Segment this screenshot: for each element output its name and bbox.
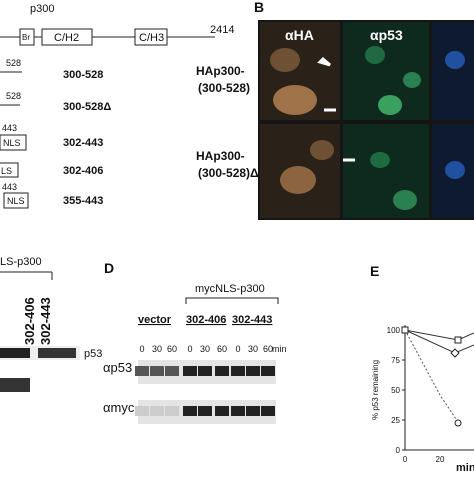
row-label: HAp300- bbox=[196, 64, 245, 78]
panel-letter: B bbox=[254, 0, 264, 15]
construct-label: 355-443 bbox=[63, 195, 103, 207]
time-label: 0 bbox=[139, 344, 144, 354]
protein-name: p300 bbox=[30, 3, 54, 15]
lane-label: vector bbox=[138, 314, 172, 326]
panel-c: LS-p300 302-406 302-443 p53 bbox=[0, 256, 102, 392]
time-label: 30 bbox=[248, 344, 258, 354]
band bbox=[261, 366, 275, 376]
band bbox=[246, 366, 260, 376]
band bbox=[165, 406, 179, 416]
band bbox=[215, 366, 229, 376]
nls-box: NLS bbox=[3, 138, 21, 148]
panel-letter: D bbox=[104, 260, 114, 276]
x-axis-label: minu bbox=[456, 462, 474, 474]
lane-label: 302-406 bbox=[22, 297, 37, 345]
time-label: 30 bbox=[152, 344, 162, 354]
time-labels: 0 30 60 0 30 60 0 30 60 bbox=[139, 344, 273, 354]
ticks: 100 75 50 25 00 20 bbox=[387, 326, 445, 464]
lane-label: 302-443 bbox=[232, 314, 272, 326]
construct-label: 302-443 bbox=[63, 137, 103, 149]
construct-label: 300-528Δ bbox=[63, 101, 111, 113]
time-label: 0 bbox=[187, 344, 192, 354]
band bbox=[165, 366, 179, 376]
band bbox=[198, 406, 212, 416]
blot-label: αmyc bbox=[103, 400, 135, 415]
column-label: αHA bbox=[285, 27, 314, 43]
band bbox=[183, 406, 197, 416]
band bbox=[150, 366, 164, 376]
end: 443 bbox=[2, 123, 17, 133]
band bbox=[261, 406, 275, 416]
time-label: 60 bbox=[217, 344, 227, 354]
end: 443 bbox=[2, 182, 17, 192]
bands bbox=[135, 366, 275, 416]
y-tick-label: 75 bbox=[391, 356, 400, 365]
panel-b: B αHA αp53 HAp300- (300-528) HAp300- (30… bbox=[196, 0, 474, 220]
x-tick-label: 20 bbox=[436, 455, 445, 464]
end: 528 bbox=[6, 58, 21, 68]
panel-d: D mycNLS-p300 vector 302-406 302-443 0 30… bbox=[103, 260, 287, 424]
blot-label: αp53 bbox=[103, 360, 132, 375]
header: LS-p300 bbox=[0, 256, 42, 268]
y-tick-label: 50 bbox=[391, 386, 400, 395]
y-tick-label: 0 bbox=[396, 446, 401, 455]
group-label: mycNLS-p300 bbox=[195, 283, 265, 295]
band bbox=[135, 366, 149, 376]
band bbox=[183, 366, 197, 376]
lane-label: 302-443 bbox=[38, 297, 53, 345]
time-label: 30 bbox=[200, 344, 210, 354]
end: 528 bbox=[6, 91, 21, 101]
row-label: (300-528)Δ bbox=[198, 166, 259, 180]
construct-label: 302-406 bbox=[63, 165, 103, 177]
domain: C/H2 bbox=[54, 32, 79, 44]
nls-box: LS bbox=[1, 166, 12, 176]
panel-a: p300 Br C/H2 C/H3 2414 528 300-528 528 3… bbox=[0, 3, 234, 209]
x-tick-label: 0 bbox=[403, 455, 408, 464]
nls-box: NLS bbox=[7, 196, 25, 206]
panel-letter: E bbox=[370, 263, 379, 279]
domain: C/H3 bbox=[139, 32, 164, 44]
band bbox=[215, 406, 229, 416]
time-label: 60 bbox=[263, 344, 273, 354]
y-tick-label: 100 bbox=[387, 326, 401, 335]
column-label: αp53 bbox=[370, 27, 403, 43]
band-label: p53 bbox=[84, 348, 102, 360]
lane-label: 302-406 bbox=[186, 314, 226, 326]
band bbox=[231, 366, 245, 376]
time-label: 0 bbox=[235, 344, 240, 354]
band bbox=[246, 406, 260, 416]
unit: min bbox=[272, 344, 287, 354]
time-label: 60 bbox=[167, 344, 177, 354]
length: 2414 bbox=[210, 24, 234, 36]
band bbox=[231, 406, 245, 416]
band bbox=[135, 406, 149, 416]
panel-e: E 100 75 50 25 00 20 % p53 remaining minu bbox=[370, 263, 474, 474]
domain: Br bbox=[22, 33, 30, 42]
y-axis-label: % p53 remaining bbox=[371, 360, 380, 420]
construct-label: 300-528 bbox=[63, 69, 103, 81]
band bbox=[198, 366, 212, 376]
y-tick-label: 25 bbox=[391, 416, 400, 425]
band bbox=[150, 406, 164, 416]
row-label: HAp300- bbox=[196, 149, 245, 163]
row-label: (300-528) bbox=[198, 81, 250, 95]
